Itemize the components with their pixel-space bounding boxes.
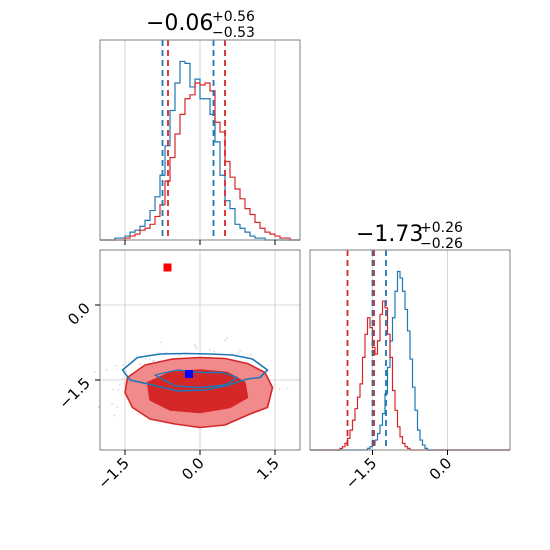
blue-sample-point	[239, 349, 241, 352]
blue-sample-point	[179, 354, 181, 357]
red-sample-point	[116, 406, 119, 409]
hist-param2-title: −1.73	[356, 222, 423, 247]
blue-sample-point	[194, 345, 197, 348]
blue-sample-point	[152, 359, 155, 362]
red-sample-point	[123, 381, 126, 384]
scatter-x-tick-label: 0.0	[178, 454, 208, 484]
blue-sample-point	[122, 364, 125, 367]
red-sample-point	[105, 369, 108, 372]
red-sample-point	[139, 362, 142, 365]
hist-param2-frame	[309, 249, 511, 451]
red-sample-point	[119, 383, 121, 386]
red-sample-point	[93, 370, 96, 373]
hist-param2-title-upper: +0.26	[420, 220, 463, 236]
red-sample-point	[111, 403, 114, 406]
hist-param2-x-tick-label: 0.0	[426, 454, 456, 484]
blue-square-marker	[185, 370, 193, 378]
blue-sample-point	[148, 358, 151, 361]
red-sample-point	[97, 406, 100, 408]
hist-param1-title: −0.06	[146, 11, 213, 36]
blue-sample-point	[224, 339, 227, 342]
hist-param1-title-lower: −0.53	[212, 25, 255, 41]
blue-sample-point	[159, 341, 162, 344]
scatter-x-tick-label: 1.5	[253, 454, 283, 484]
red-sample-point	[278, 388, 281, 390]
blue-sample-point	[144, 357, 147, 360]
blue-sample-point	[193, 343, 196, 346]
blue-sample-point	[226, 337, 229, 339]
blue-sample-point	[115, 364, 118, 367]
hist-param2-panel: −1.5 0.0	[309, 249, 511, 493]
scatter-y-tick-label: 0.0	[64, 299, 94, 329]
blue-sample-point	[195, 347, 198, 350]
hist-param1-panel	[99, 39, 301, 245]
scatter-y-tick-label: −1.5	[55, 374, 93, 412]
blue-contour-outer	[121, 352, 269, 392]
blue-sample-point	[286, 387, 289, 390]
red-sample-point	[112, 388, 115, 391]
blue-sample-point	[124, 370, 127, 373]
hist-param1-title-median: −0.06	[146, 11, 213, 36]
red-sample-point	[113, 414, 116, 417]
hist-param1-title-upper: +0.56	[212, 9, 255, 25]
scatter-2d-panel: −1.5 0.0 1.5 0.0 −1.5	[55, 249, 301, 493]
hist-param1-red-histogram	[100, 82, 300, 241]
red-sample-point	[121, 377, 124, 380]
blue-sample-point	[117, 389, 120, 391]
hist-param2-title-median: −1.73	[356, 222, 423, 247]
blue-sample-point	[213, 350, 216, 353]
hist-param2-title-lower: −0.26	[420, 236, 463, 252]
hist-param2-red-histogram	[310, 300, 510, 451]
scatter-x-tick-label: −1.5	[94, 454, 132, 492]
blue-sample-point	[209, 348, 211, 351]
hist-param2-x-tick-label: −1.5	[342, 454, 380, 492]
red-square-marker	[163, 263, 172, 272]
blue-sample-point	[250, 353, 253, 356]
hist-param2-blue-histogram	[310, 270, 510, 451]
